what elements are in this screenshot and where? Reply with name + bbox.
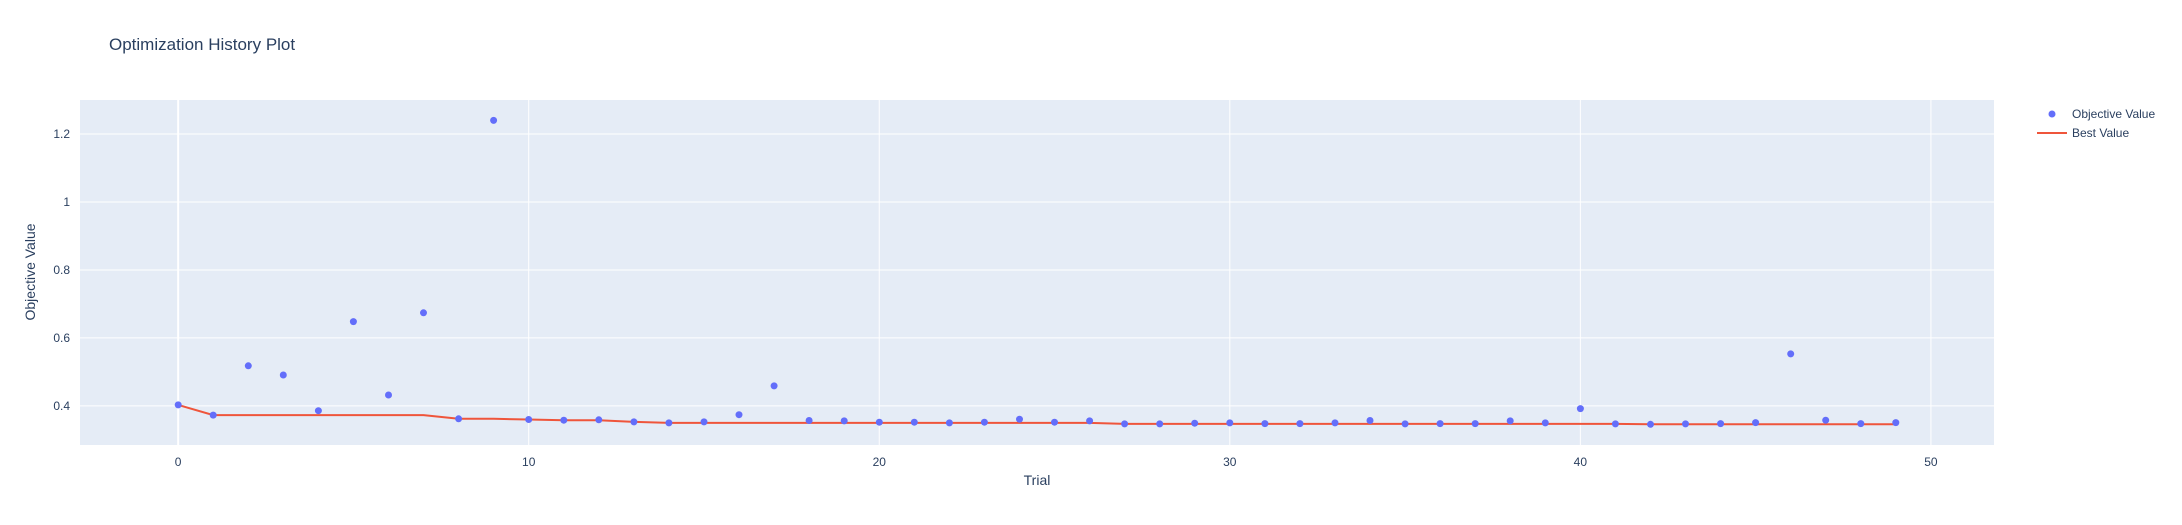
objective-value-point[interactable]: [420, 309, 427, 317]
objective-value-point[interactable]: [1436, 420, 1444, 428]
x-tick-label: 40: [1574, 455, 1588, 469]
x-axis-title: Trial: [1024, 472, 1051, 488]
objective-value-point[interactable]: [1752, 419, 1760, 427]
objective-value-point[interactable]: [525, 416, 533, 423]
objective-value-point[interactable]: [385, 391, 392, 399]
objective-value-point[interactable]: [490, 116, 498, 124]
legend-label-best-value: Best Value: [2072, 126, 2129, 140]
objective-value-point[interactable]: [1191, 419, 1199, 427]
y-tick-label: 1: [63, 195, 70, 209]
objective-value-point[interactable]: [1647, 420, 1654, 428]
objective-value-point[interactable]: [1296, 420, 1304, 428]
x-gridlines: [177, 100, 1932, 445]
y-gridlines: [80, 133, 1994, 407]
objective-value-markers: [174, 116, 1900, 428]
legend: Objective Value Best Value: [2037, 107, 2155, 140]
objective-value-point[interactable]: [735, 411, 743, 419]
x-tick-label: 50: [1924, 455, 1938, 469]
objective-value-point[interactable]: [1156, 420, 1164, 428]
objective-value-point[interactable]: [1787, 350, 1795, 358]
objective-value-point[interactable]: [770, 382, 778, 390]
objective-value-point[interactable]: [1016, 415, 1023, 423]
objective-value-point[interactable]: [700, 418, 708, 426]
y-tick-labels: 0.4 0.6 0.8 1 1.2: [53, 127, 70, 413]
y-tick-label: 0.4: [53, 399, 70, 413]
objective-value-point[interactable]: [1226, 419, 1234, 427]
x-tick-label: 0: [175, 455, 182, 469]
objective-value-point[interactable]: [945, 419, 953, 427]
objective-value-point[interactable]: [174, 401, 182, 409]
legend-item-objective-value[interactable]: Objective Value: [2048, 107, 2156, 121]
objective-value-point[interactable]: [805, 417, 813, 424]
x-tick-label: 20: [873, 455, 887, 469]
legend-item-best-value[interactable]: Best Value: [2037, 126, 2129, 140]
best-value-line: [177, 403, 1896, 426]
objective-value-point[interactable]: [1331, 419, 1339, 427]
objective-value-point[interactable]: [279, 371, 287, 379]
objective-value-point[interactable]: [349, 318, 357, 326]
objective-value-point[interactable]: [980, 418, 988, 426]
objective-value-point[interactable]: [1086, 417, 1094, 425]
objective-value-point[interactable]: [1822, 416, 1830, 424]
objective-value-point[interactable]: [840, 417, 848, 425]
x-tick-labels: 0 10 20 30 40 50: [175, 455, 1938, 469]
objective-value-point[interactable]: [1611, 420, 1619, 428]
objective-value-point[interactable]: [1471, 420, 1479, 428]
plot-area: [80, 100, 1994, 445]
objective-value-point[interactable]: [1682, 420, 1689, 428]
objective-value-point[interactable]: [910, 418, 918, 426]
y-tick-label: 0.8: [53, 263, 70, 277]
objective-value-point[interactable]: [875, 418, 883, 426]
objective-value-point[interactable]: [1576, 405, 1584, 413]
x-tick-label: 30: [1223, 455, 1237, 469]
objective-value-point[interactable]: [560, 416, 568, 424]
objective-value-point[interactable]: [1261, 420, 1269, 428]
x-tick-label: 10: [522, 455, 536, 469]
chart-title: Optimization History Plot: [109, 35, 295, 54]
objective-value-point[interactable]: [1401, 420, 1409, 428]
objective-value-point[interactable]: [1051, 418, 1058, 426]
legend-marker-icon: [2048, 110, 2056, 118]
objective-value-point[interactable]: [1121, 420, 1129, 428]
objective-value-point[interactable]: [1892, 419, 1900, 427]
objective-value-point[interactable]: [244, 362, 252, 370]
objective-value-point[interactable]: [455, 415, 463, 423]
y-axis-title: Objective Value: [22, 223, 38, 320]
objective-value-point[interactable]: [1506, 417, 1514, 425]
objective-value-point[interactable]: [630, 418, 638, 426]
objective-value-point[interactable]: [595, 416, 603, 424]
objective-value-point[interactable]: [1717, 420, 1725, 428]
y-tick-label: 1.2: [53, 127, 70, 141]
objective-value-point[interactable]: [1366, 417, 1374, 424]
objective-value-point[interactable]: [665, 419, 673, 427]
objective-value-point[interactable]: [1541, 419, 1549, 427]
y-tick-label: 0.6: [53, 331, 70, 345]
objective-value-point[interactable]: [1857, 420, 1865, 428]
objective-value-point[interactable]: [314, 407, 322, 415]
legend-label-objective-value: Objective Value: [2072, 107, 2155, 121]
objective-value-point[interactable]: [209, 411, 217, 419]
